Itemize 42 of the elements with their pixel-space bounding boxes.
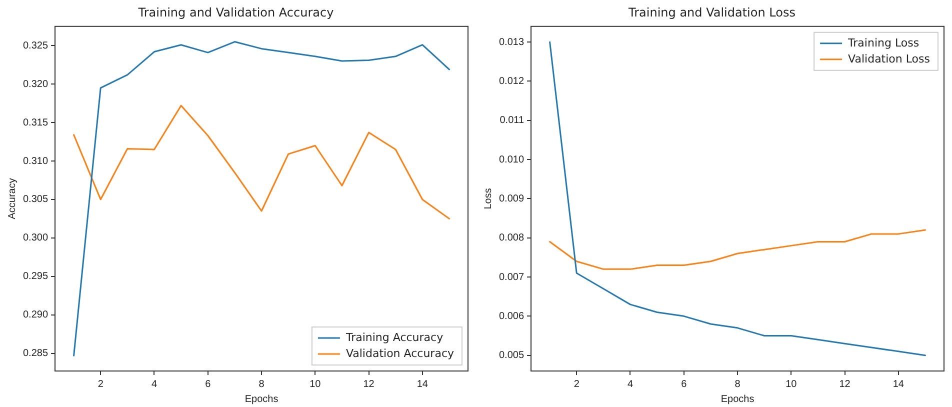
y-tick-label: 0.006 bbox=[498, 310, 524, 322]
y-tick-label: 0.290 bbox=[22, 310, 48, 321]
x-tick-label: 6 bbox=[681, 378, 688, 390]
x-tick-label: 10 bbox=[786, 378, 798, 390]
x-tick-label: 14 bbox=[416, 378, 428, 390]
y-tick-label: 0.013 bbox=[498, 36, 524, 48]
legend-label: Validation Accuracy bbox=[346, 346, 454, 360]
y-tick-label: 0.009 bbox=[498, 193, 524, 204]
x-tick-label: 6 bbox=[205, 378, 212, 390]
chart-title: Training and Validation Accuracy bbox=[137, 5, 334, 20]
legend-label: Training Loss bbox=[847, 36, 920, 50]
y-tick-label: 0.005 bbox=[498, 350, 524, 362]
y-axis-title: Accuracy bbox=[6, 178, 18, 220]
y-tick-label: 0.325 bbox=[22, 40, 48, 52]
x-tick-label: 12 bbox=[839, 378, 851, 390]
x-tick-label: 10 bbox=[310, 378, 322, 390]
x-tick-label: 8 bbox=[258, 378, 265, 390]
y-tick-label: 0.305 bbox=[22, 194, 48, 206]
y-tick-label: 0.320 bbox=[22, 78, 48, 90]
y-tick-label: 0.012 bbox=[498, 76, 524, 87]
y-tick-label: 0.011 bbox=[500, 115, 524, 126]
y-tick-label: 0.010 bbox=[498, 154, 524, 166]
y-tick-label: 0.285 bbox=[22, 348, 48, 360]
x-tick-label: 2 bbox=[574, 378, 580, 390]
y-tick-label: 0.300 bbox=[22, 232, 48, 244]
x-tick-label: 8 bbox=[734, 378, 741, 390]
y-tick-label: 0.295 bbox=[22, 271, 48, 282]
legend-label: Training Accuracy bbox=[344, 330, 444, 344]
legend-label: Validation Loss bbox=[848, 52, 930, 66]
y-axis-title: Loss bbox=[482, 188, 494, 210]
x-tick-label: 14 bbox=[892, 378, 904, 390]
x-tick-label: 4 bbox=[627, 378, 634, 390]
chart-title: Training and Validation Loss bbox=[628, 5, 796, 20]
y-tick-label: 0.008 bbox=[498, 232, 524, 244]
y-tick-label: 0.310 bbox=[22, 156, 48, 167]
y-tick-label: 0.315 bbox=[22, 117, 48, 128]
x-axis-title: Epochs bbox=[720, 394, 754, 405]
x-tick-label: 12 bbox=[363, 378, 375, 390]
x-tick-label: 4 bbox=[151, 378, 158, 390]
y-tick-label: 0.007 bbox=[498, 272, 524, 283]
x-tick-label: 2 bbox=[98, 378, 104, 390]
x-axis-title: Epochs bbox=[244, 394, 278, 405]
